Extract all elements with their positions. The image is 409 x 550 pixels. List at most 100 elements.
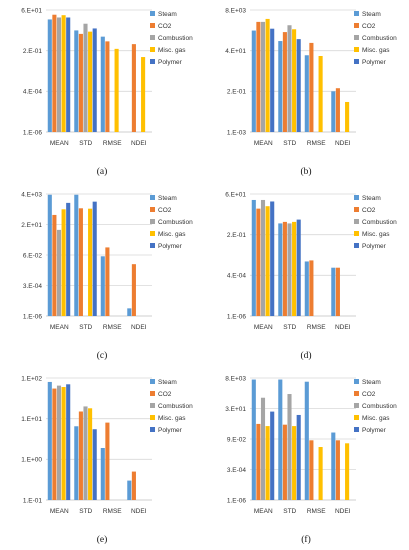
bar	[61, 209, 66, 316]
x-category-label: STD	[283, 140, 296, 147]
legend-label: Combustion	[158, 403, 193, 410]
x-category-label: RMSE	[103, 140, 122, 147]
legend-label: Misc. gas	[362, 47, 390, 54]
bar	[282, 424, 287, 500]
x-category-label: MEAN	[254, 324, 273, 331]
legend-swatch	[150, 403, 155, 408]
bar	[260, 397, 266, 500]
y-tick-label: 2.E+01	[21, 222, 42, 229]
bar	[78, 411, 83, 500]
bar	[105, 247, 110, 316]
legend-swatch	[150, 243, 155, 248]
bar	[56, 229, 62, 316]
bar	[282, 221, 287, 316]
x-category-label: MEAN	[50, 140, 69, 147]
bar	[52, 388, 57, 500]
chart-panel: 1.E+02 1.E+01 1.E+00 1.E-01 MEAN STD RMSE NDEI S…	[21, 375, 193, 545]
legend-swatch	[354, 207, 359, 212]
legend-label: Steam	[362, 379, 381, 386]
x-category-label: MEAN	[254, 508, 273, 515]
bar	[131, 264, 136, 316]
bar	[260, 199, 266, 316]
bar	[318, 55, 323, 132]
legend-label: CO2	[362, 23, 376, 30]
bar	[270, 28, 275, 132]
y-tick-label: 1.E+02	[21, 375, 42, 382]
bar	[296, 39, 301, 132]
x-category-label: RMSE	[307, 508, 326, 515]
x-category-label: NDEI	[131, 508, 147, 515]
legend-label: Steam	[158, 11, 177, 18]
y-tick-label: 6.E-02	[23, 252, 43, 259]
x-category-label: NDEI	[335, 324, 351, 331]
bar	[78, 33, 83, 133]
bar	[105, 41, 110, 133]
bar	[92, 201, 97, 316]
bar	[292, 29, 297, 132]
y-tick-label: 1.E-06	[227, 313, 247, 320]
legend-label: Misc. gas	[158, 415, 186, 422]
bar	[47, 381, 52, 500]
legend-swatch	[150, 415, 155, 420]
bar	[47, 19, 52, 133]
y-tick-label: 8.E+03	[225, 375, 246, 382]
y-tick-label: 9.E-02	[227, 436, 247, 443]
legend-label: Steam	[362, 195, 381, 202]
bar	[88, 31, 93, 132]
y-tick-label: 4.E+01	[225, 48, 246, 55]
bar	[251, 379, 256, 500]
legend-label: Combustion	[362, 219, 397, 226]
x-category-label: RMSE	[103, 508, 122, 515]
legend-label: CO2	[362, 391, 376, 398]
panel-caption: (d)	[300, 350, 311, 361]
bar	[296, 414, 301, 500]
legend-swatch	[150, 207, 155, 212]
x-category-label: NDEI	[335, 508, 351, 515]
x-category-label: MEAN	[50, 508, 69, 515]
legend-swatch	[354, 379, 359, 384]
x-category-label: STD	[79, 140, 92, 147]
bar	[66, 202, 71, 316]
legend-swatch	[354, 59, 359, 64]
x-category-label: RMSE	[307, 324, 326, 331]
chart-panel: 4.E+03 2.E+01 6.E-02 3.E-04 1.E-06 MEAN STD RMS…	[21, 191, 193, 361]
bar	[296, 219, 301, 316]
legend-label: Polymer	[158, 243, 183, 250]
chart-panel: 6.E+01 2.E-01 4.E-04 1.E-06 MEAN STD RMSE NDEI S…	[21, 7, 193, 177]
legend-label: Polymer	[362, 427, 387, 434]
legend-swatch	[354, 231, 359, 236]
bar	[127, 308, 132, 316]
y-tick-label: 4.E-04	[227, 273, 247, 280]
bar	[256, 208, 261, 316]
x-category-label: RMSE	[307, 140, 326, 147]
y-tick-label: 6.E+01	[21, 7, 42, 14]
legend-swatch	[354, 35, 359, 40]
legend-label: Combustion	[362, 35, 397, 42]
legend-swatch	[354, 11, 359, 16]
bar	[309, 260, 314, 316]
legend-label: CO2	[362, 207, 376, 214]
bar	[265, 18, 270, 132]
panel-caption: (f)	[301, 534, 311, 545]
bar	[304, 261, 309, 316]
bar	[83, 406, 88, 500]
x-category-label: RMSE	[103, 324, 122, 331]
bar	[335, 267, 340, 316]
bar	[66, 384, 71, 500]
bar	[92, 28, 97, 132]
panel-caption: (a)	[97, 166, 108, 177]
y-tick-label: 3.E-04	[227, 467, 247, 474]
bar	[260, 21, 266, 133]
x-category-label: MEAN	[50, 324, 69, 331]
y-tick-label: 4.E-04	[23, 89, 43, 96]
x-category-label: NDEI	[131, 140, 147, 147]
bar	[131, 471, 136, 500]
y-tick-label: 1.E-06	[227, 497, 247, 504]
bar	[100, 36, 105, 132]
y-tick-label: 6.E+01	[225, 191, 246, 198]
legend-label: Steam	[362, 11, 381, 18]
legend-swatch	[150, 391, 155, 396]
bar	[251, 199, 256, 316]
y-tick-label: 2.E-01	[23, 48, 43, 55]
legend-label: Misc. gas	[158, 231, 186, 238]
